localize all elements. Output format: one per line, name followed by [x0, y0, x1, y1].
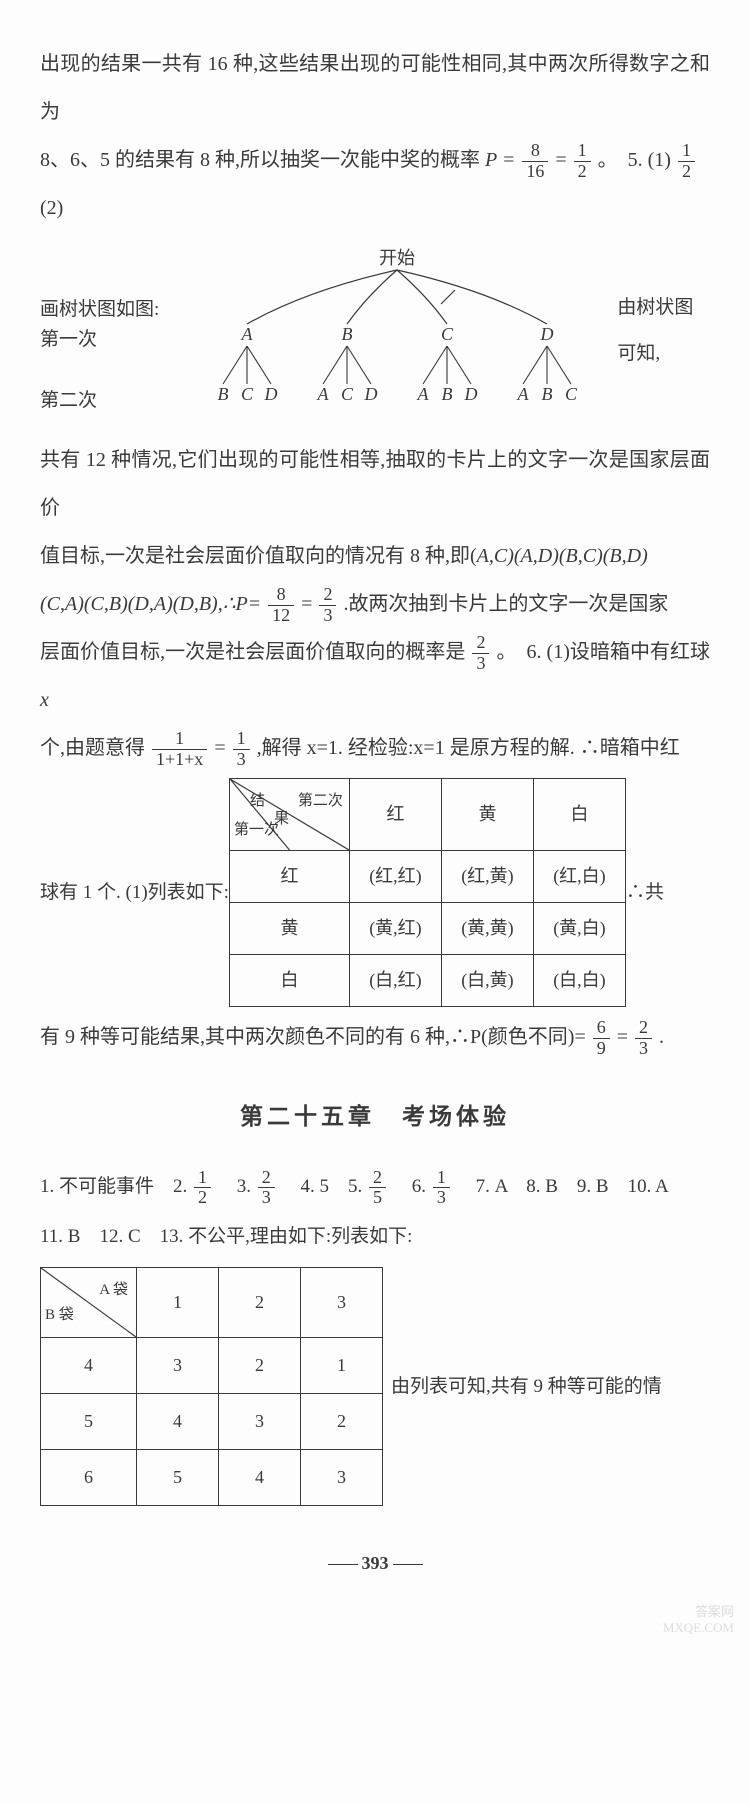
fraction: 23: [472, 633, 489, 674]
table2-row: A 袋 B 袋 1 2 3 4321 5432 6543 由列表可知,共有 9 …: [40, 1261, 710, 1512]
table-row: 4321: [41, 1337, 383, 1393]
tree-k-2-1: B: [442, 384, 453, 404]
paragraph: 个,由题意得 11+1+x = 13 ,解得 x=1. 经检验:x=1 是原方程…: [40, 724, 710, 772]
tree-k-0-0: B: [218, 384, 229, 404]
tree-svg-container: 开始 A B C D B C D: [187, 246, 607, 416]
watermark: 答案网 MXQE.COM: [663, 1604, 734, 1635]
table-row: 6543: [41, 1449, 383, 1505]
tree-diagram: 开始 A B C D B C D: [187, 246, 607, 416]
table-row: 红(红,红)(红,黄)(红,白): [229, 851, 625, 903]
table1-row: 球有 1 个. (1)列表如下: 结 果 第二次 第一次 红 黄 白 红(红,红…: [40, 772, 710, 1013]
paragraph: 8、6、5 的结果有 8 种,所以抽奖一次能中奖的概率 P = 8 16 = 1…: [40, 136, 710, 232]
tree-root: 开始: [379, 248, 415, 268]
table-header: 红: [349, 779, 441, 851]
tree-k-2-0: A: [417, 384, 430, 404]
answers-line1: 1. 不可能事件 2. 12 3. 23 4. 5 5. 25 6. 13 7.…: [40, 1162, 710, 1211]
fraction: 11+1+x: [152, 729, 207, 770]
paragraph: 有 9 种等可能结果,其中两次颜色不同的有 6 种,∴P(颜色不同)= 69 =…: [40, 1013, 710, 1061]
tree-l1-1: B: [342, 324, 353, 344]
fraction: 69: [593, 1018, 610, 1059]
tree-k-2-2: D: [464, 384, 478, 404]
table-row: A 袋 B 袋 1 2 3: [41, 1267, 383, 1337]
tree-k-3-2: C: [565, 384, 578, 404]
tree-right: 由树状图可知,: [617, 285, 710, 376]
tree-k-3-0: A: [517, 384, 530, 404]
table-row: 5432: [41, 1393, 383, 1449]
paragraph: 层面价值目标,一次是社会层面价值取向的概率是 23 。 6. (1)设暗箱中有红…: [40, 628, 710, 724]
paragraph: 共有 12 种情况,它们出现的可能性相等,抽取的卡片上的文字一次是国家层面价: [40, 436, 710, 532]
text: 8、6、5 的结果有 8 种,所以抽奖一次能中奖的概率: [40, 149, 485, 171]
text: 出现的结果一共有 16 种,这些结果出现的可能性相同,其中两次所得数字之和为: [40, 53, 710, 123]
tree-sub-0: B C D: [218, 346, 278, 404]
paragraph: 值目标,一次是社会层面价值取向的情况有 8 种,即(A,C)(A,D)(B,C)…: [40, 532, 710, 580]
page-number: 393: [40, 1542, 710, 1585]
section-title: 第二十五章 考场体验: [40, 1089, 710, 1144]
tree-l1-0: A: [241, 324, 254, 344]
tree-k-0-2: D: [264, 384, 278, 404]
answer-table: A 袋 B 袋 1 2 3 4321 5432 6543: [40, 1267, 383, 1506]
fraction: 12: [194, 1168, 211, 1209]
table-row: 黄(黄,红)(黄,黄)(黄,白): [229, 903, 625, 955]
paragraph: 出现的结果一共有 16 种,这些结果出现的可能性相同,其中两次所得数字之和为: [40, 40, 710, 136]
fraction: 23: [635, 1018, 652, 1059]
fraction: 1 2: [574, 141, 591, 182]
fraction: 1 2: [678, 141, 695, 182]
table-diag-header: 结 果 第二次 第一次: [229, 779, 349, 851]
fraction: 13: [433, 1168, 450, 1209]
tree-l1-2: C: [441, 324, 454, 344]
tree-labels-left: 画树状图如图:第一次 第二次: [40, 295, 177, 416]
tree-k-3-1: B: [542, 384, 553, 404]
tree-k-1-1: C: [341, 384, 354, 404]
table-row: 白(白,红)(白,黄)(白,白): [229, 955, 625, 1007]
tree-k-1-2: D: [364, 384, 378, 404]
eq: =: [555, 149, 571, 171]
fraction: 25: [369, 1168, 386, 1209]
eq: P =: [485, 149, 520, 171]
fraction: 13: [233, 729, 250, 770]
outcome-table: 结 果 第二次 第一次 红 黄 白 红(红,红)(红,黄)(红,白) 黄(黄,红…: [229, 778, 626, 1007]
table-header: 白: [533, 779, 625, 851]
tree-sub-1: A C D: [317, 346, 378, 404]
table-row: 结 果 第二次 第一次 红 黄 白: [229, 779, 625, 851]
fraction: 23: [319, 585, 336, 626]
tree-l1-3: D: [540, 324, 554, 344]
fraction: 8 16: [522, 141, 548, 182]
table-header: 黄: [441, 779, 533, 851]
answers-line2: 11. B 12. C 13. 不公平,理由如下:列表如下:: [40, 1212, 710, 1261]
tree-sub-3: A B C: [517, 346, 578, 404]
tree-k-0-1: C: [241, 384, 254, 404]
text: 。 5. (1): [598, 149, 671, 171]
tree-k-1-0: A: [317, 384, 330, 404]
tree-diagram-block: 画树状图如图:第一次 第二次 开始 A B C D B C D: [40, 246, 710, 416]
tree-sub-2: A B D: [417, 346, 478, 404]
paragraph: (C,A)(C,B)(D,A)(D,B),∴P= 812 = 23 .故两次抽到…: [40, 580, 710, 628]
fraction: 812: [268, 585, 294, 626]
fraction: 23: [258, 1168, 275, 1209]
table-diag-header: A 袋 B 袋: [41, 1267, 137, 1337]
